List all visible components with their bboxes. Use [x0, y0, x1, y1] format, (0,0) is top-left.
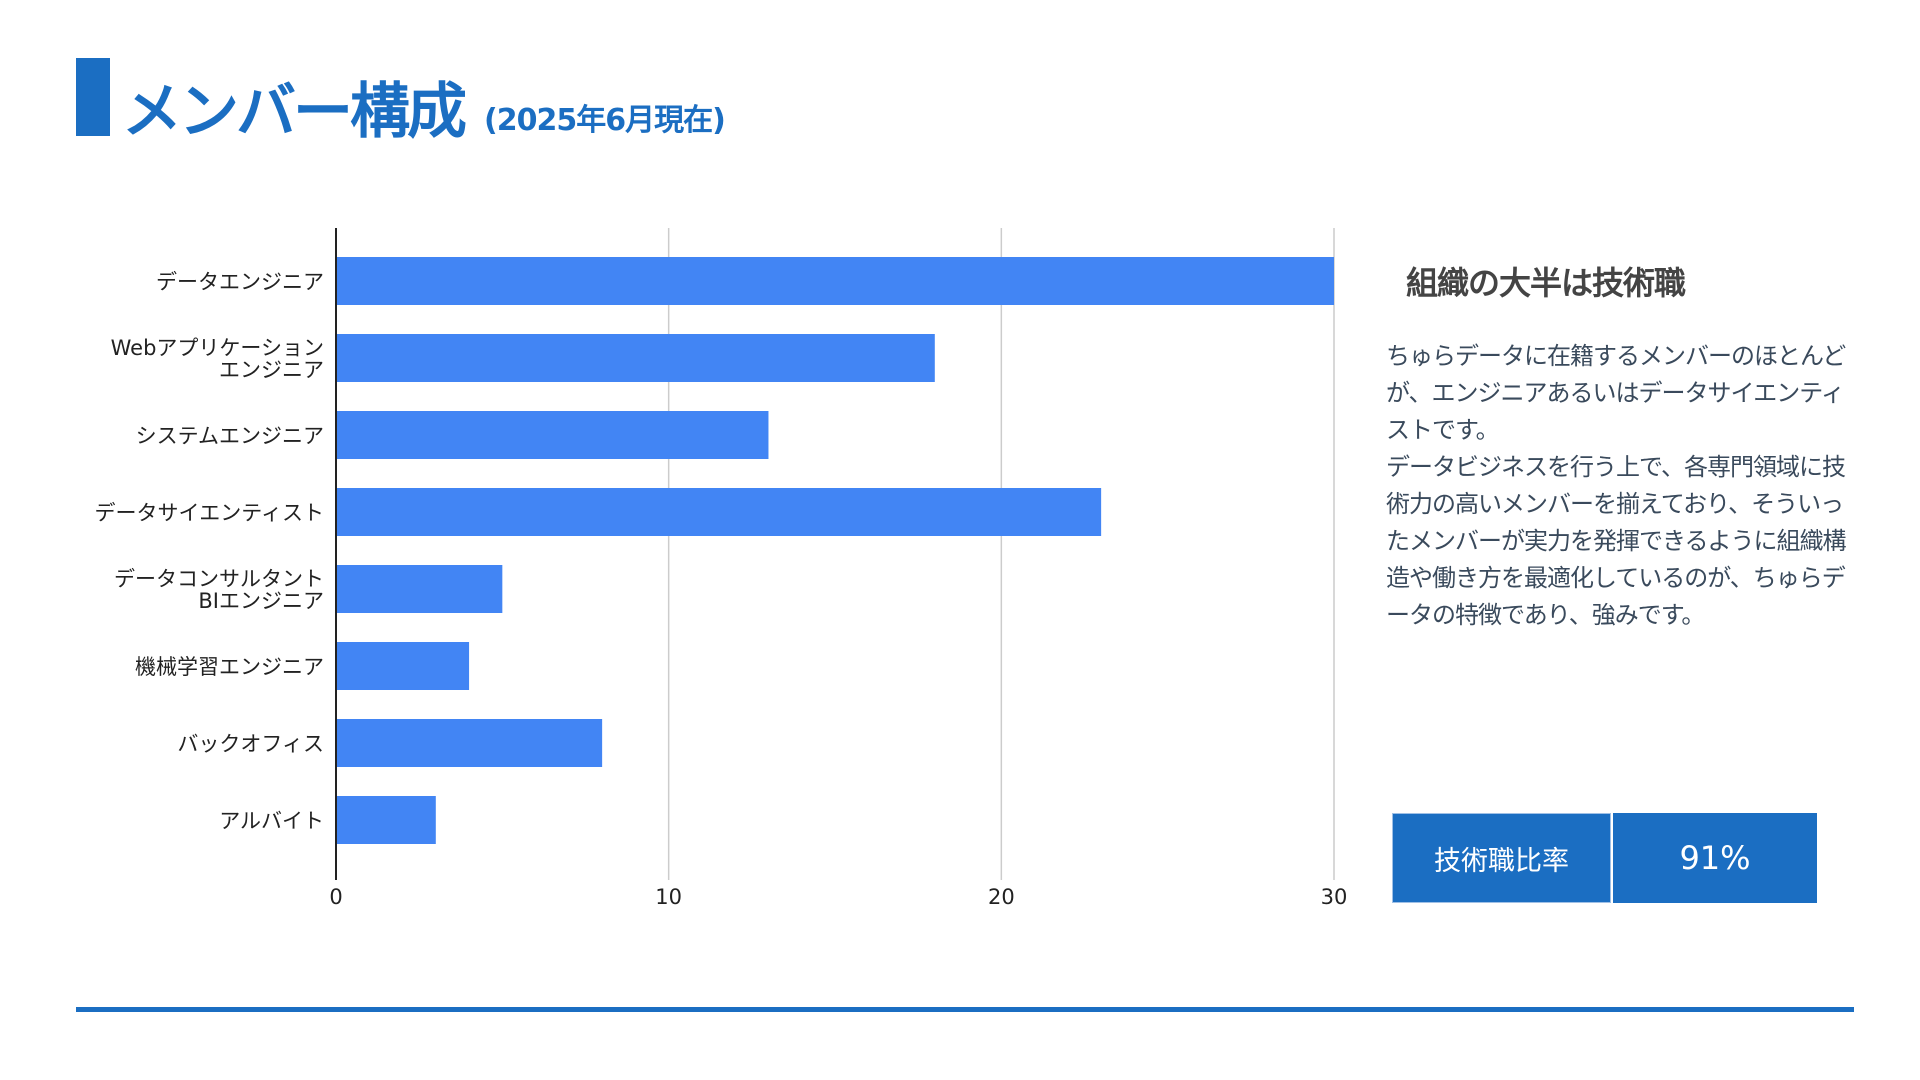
bar	[336, 488, 1102, 536]
title-accent-bar	[76, 58, 110, 136]
x-tick-label: 20	[988, 885, 1015, 909]
page-title-main: メンバー構成	[122, 77, 467, 147]
bar	[336, 719, 603, 767]
side-heading: 組織の大半は技術職	[1406, 264, 1686, 302]
x-tick-label: 0	[329, 885, 342, 909]
category-label: バックオフィス	[177, 732, 324, 756]
x-tick-label: 10	[655, 885, 682, 909]
category-label: システムエンジニア	[136, 424, 324, 448]
page-title: メンバー構成 (2025年6月現在)	[122, 62, 726, 147]
bar	[336, 334, 935, 382]
bar	[336, 257, 1334, 305]
kpi-value: 91%	[1613, 813, 1817, 903]
x-tick-label: 30	[1321, 885, 1348, 909]
kpi-label: 技術職比率	[1392, 813, 1611, 903]
page-title-date: (2025年6月現在)	[484, 103, 726, 138]
category-label: 機械学習エンジニア	[135, 655, 324, 679]
bar-chart: データエンジニア Webアプリケーションエンジニアシステムエンジニアデータサイエン…	[94, 228, 1348, 909]
category-label: Webアプリケーションエンジニア	[111, 336, 324, 382]
side-body: ちゅらデータに在籍するメンバーのほとんどが、エンジニアあるいはデータサイエンティ…	[1386, 338, 1856, 634]
bar	[336, 642, 470, 690]
category-label: データコンサルタント BIエンジニア	[114, 567, 324, 613]
bottom-divider	[76, 1007, 1854, 1012]
kpi-box: 技術職比率 91%	[1392, 813, 1817, 903]
bar	[336, 411, 769, 459]
category-label: データエンジニア	[156, 270, 324, 294]
side-paragraph-1: ちゅらデータに在籍するメンバーのほとんどが、エンジニアあるいはデータサイエンティ…	[1386, 342, 1846, 444]
bar	[336, 796, 436, 844]
category-label: データサイエンティスト	[94, 501, 324, 525]
bar	[336, 565, 503, 613]
category-label: アルバイト	[219, 809, 324, 833]
side-paragraph-2: データビジネスを行う上で、各専門領域に技術力の高いメンバーを揃えており、そういっ…	[1386, 453, 1847, 629]
